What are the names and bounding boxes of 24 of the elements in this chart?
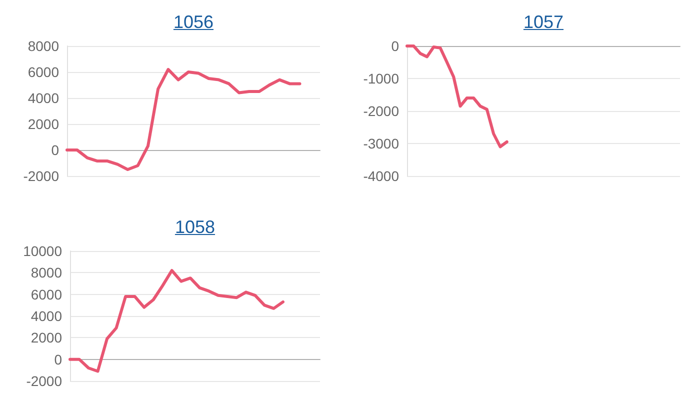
line-series bbox=[68, 269, 284, 373]
y-tick-label: -1000 bbox=[363, 70, 400, 86]
y-tick-label: 4000 bbox=[30, 308, 62, 324]
y-tick-label: 2000 bbox=[30, 330, 62, 346]
y-tick-label: 0 bbox=[391, 38, 400, 54]
y-tick-label: -2000 bbox=[363, 103, 400, 119]
chart-title: 1057 bbox=[523, 12, 564, 32]
line-series bbox=[406, 44, 508, 148]
y-tick-label: -2000 bbox=[26, 373, 62, 389]
y-tick-label: -4000 bbox=[363, 168, 400, 184]
y-tick-label: 8000 bbox=[28, 38, 60, 54]
y-tick-label: 0 bbox=[54, 351, 62, 368]
y-tick-label: -3000 bbox=[363, 136, 400, 152]
y-tick-label: -2000 bbox=[23, 168, 60, 184]
y-tick-label: 8000 bbox=[30, 264, 62, 281]
line-series bbox=[66, 68, 302, 171]
y-tick-label: 0 bbox=[51, 142, 60, 158]
y-tick-label: 6000 bbox=[30, 286, 62, 302]
y-tick-label: 2000 bbox=[28, 116, 60, 132]
y-tick-label: 6000 bbox=[28, 64, 60, 80]
chart-title: 1058 bbox=[174, 217, 216, 237]
y-tick-label: 10000 bbox=[23, 243, 62, 259]
chart-title: 1056 bbox=[173, 12, 214, 32]
y-tick-label: 4000 bbox=[28, 90, 60, 106]
